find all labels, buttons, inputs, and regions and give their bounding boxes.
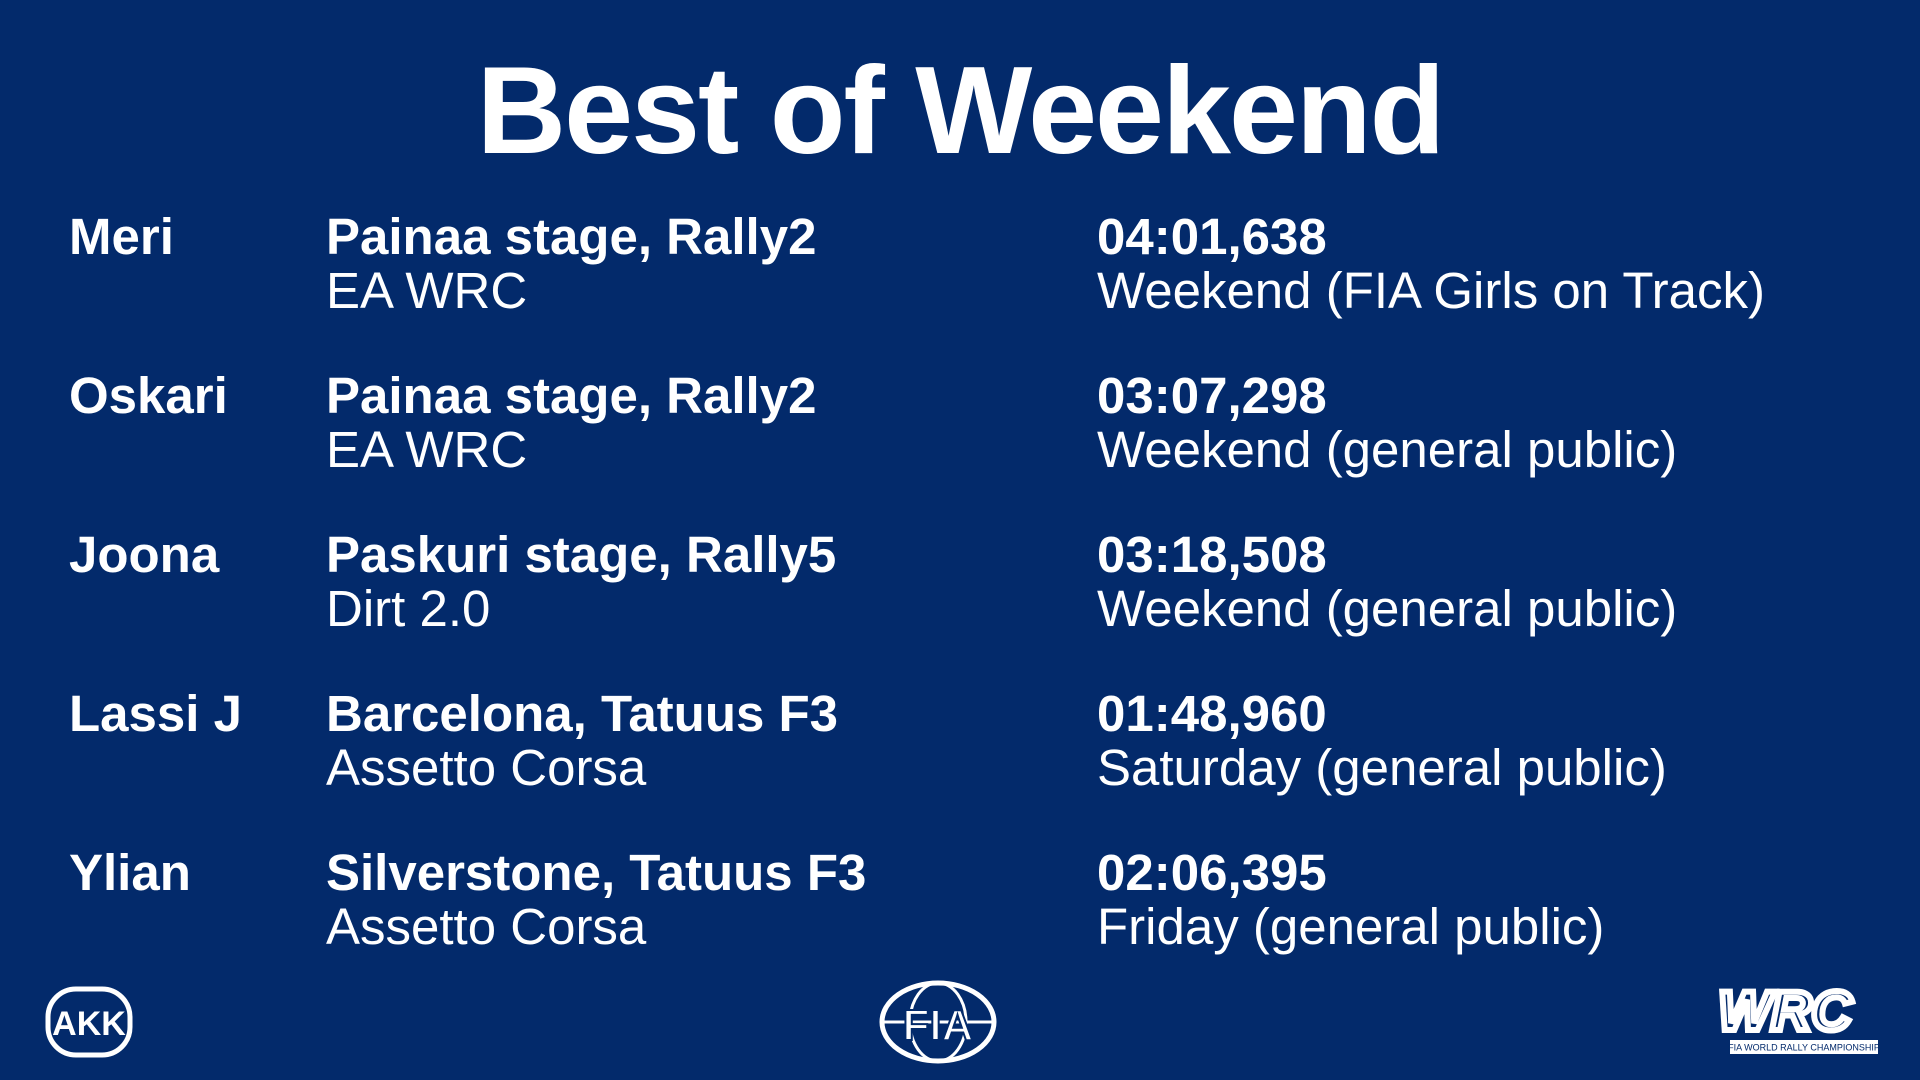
- game: Assetto Corsa: [326, 739, 647, 796]
- track-cell: Paskuri stage, Rally5 Dirt 2.0: [326, 528, 836, 636]
- game: Dirt 2.0: [326, 580, 491, 637]
- fia-logo: FIA: [879, 980, 997, 1064]
- driver: Oskari: [69, 367, 228, 424]
- time-cell: 02:06,395 Friday (general public): [1097, 846, 1604, 954]
- driver: Joona: [69, 526, 220, 583]
- track-cell: Silverstone, Tatuus F3 Assetto Corsa: [326, 846, 866, 954]
- time: 01:48,960: [1097, 685, 1327, 742]
- category: Saturday (general public): [1097, 739, 1667, 796]
- driver-cell: Joona: [69, 528, 219, 582]
- category: Friday (general public): [1097, 898, 1605, 955]
- driver: Meri: [69, 208, 174, 265]
- driver-cell: Meri: [69, 210, 174, 264]
- time: 03:07,298: [1097, 367, 1327, 424]
- track: Painaa stage, Rally2: [326, 367, 817, 424]
- track: Silverstone, Tatuus F3: [326, 844, 867, 901]
- fia-text: FIA: [903, 1001, 974, 1050]
- time-cell: 03:18,508 Weekend (general public): [1097, 528, 1677, 636]
- time-cell: 04:01,638 Weekend (FIA Girls on Track): [1097, 210, 1765, 318]
- time: 03:18,508: [1097, 526, 1327, 583]
- category: Weekend (FIA Girls on Track): [1097, 262, 1765, 319]
- track: Painaa stage, Rally2: [326, 208, 817, 265]
- title: Best of Weekend: [476, 42, 1446, 180]
- result-row: Meri Painaa stage, Rally2 EA WRC 04:01,638 W…: [0, 210, 1920, 340]
- time: 02:06,395: [1097, 844, 1327, 901]
- result-row: Oskari Painaa stage, Rally2 EA WRC 03:07,29…: [0, 369, 1920, 499]
- driver: Ylian: [69, 844, 191, 901]
- driver-cell: Oskari: [69, 369, 228, 423]
- time-cell: 01:48,960 Saturday (general public): [1097, 687, 1667, 795]
- track: Paskuri stage, Rally5: [326, 526, 837, 583]
- wrc-text: WRC: [1718, 982, 1853, 1042]
- wrc-caption: FIA WORLD RALLY CHAMPIONSHIP: [1728, 1042, 1880, 1052]
- akk-logo: AKK: [45, 986, 133, 1058]
- game: Assetto Corsa: [326, 898, 647, 955]
- akk-text: AKK: [52, 1005, 126, 1043]
- result-row: Lassi J Barcelona, Tatuus F3 Assetto Corsa…: [0, 687, 1920, 817]
- time-cell: 03:07,298 Weekend (general public): [1097, 369, 1677, 477]
- game: EA WRC: [326, 262, 528, 319]
- track-cell: Barcelona, Tatuus F3 Assetto Corsa: [326, 687, 838, 795]
- driver: Lassi J: [69, 685, 242, 742]
- time: 04:01,638: [1097, 208, 1327, 265]
- category: Weekend (general public): [1097, 580, 1678, 637]
- track-cell: Painaa stage, Rally2 EA WRC: [326, 210, 816, 318]
- game: EA WRC: [326, 421, 528, 478]
- track-cell: Painaa stage, Rally2 EA WRC: [326, 369, 816, 477]
- wrc-logo: WRC FIA WORLD RALLY CHAMPIONSHIP: [1715, 982, 1880, 1054]
- track: Barcelona, Tatuus F3: [326, 685, 839, 742]
- driver-cell: Ylian: [69, 846, 191, 900]
- driver-cell: Lassi J: [69, 687, 242, 741]
- category: Weekend (general public): [1097, 421, 1678, 478]
- result-row: Joona Paskuri stage, Rally5 Dirt 2.0 03:18,…: [0, 528, 1920, 658]
- result-row: Ylian Silverstone, Tatuus F3 Assetto Corsa…: [0, 846, 1920, 976]
